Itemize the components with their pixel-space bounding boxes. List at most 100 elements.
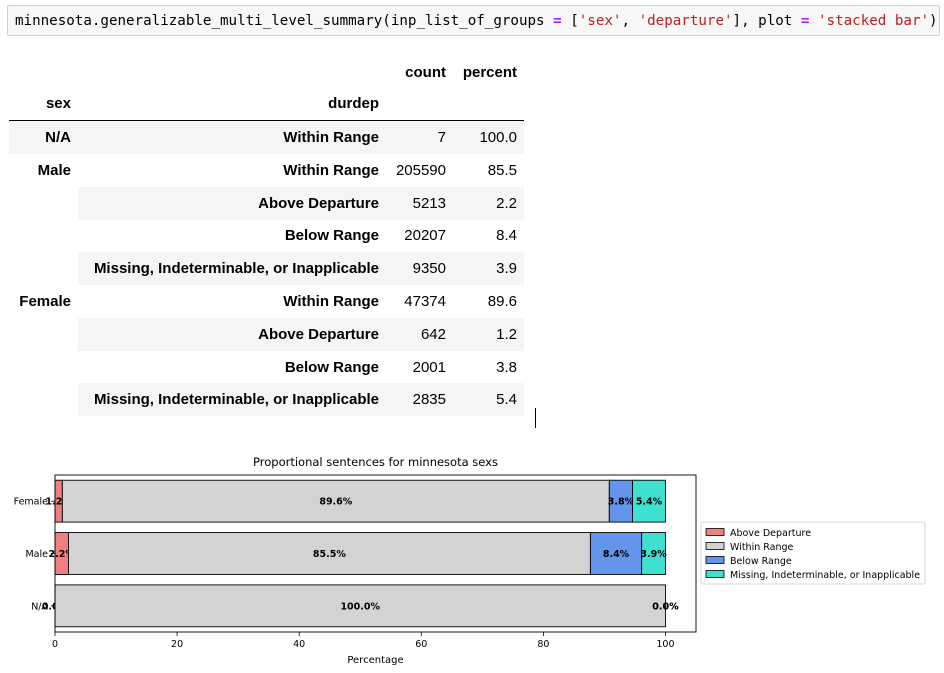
- data-label: 8.4%: [603, 549, 630, 560]
- row-durdep-label: Within Range: [283, 161, 379, 179]
- cell-percent: 8.4: [496, 227, 517, 245]
- header-divider: [9, 120, 524, 121]
- cell-percent: 85.5: [487, 161, 517, 179]
- cell-count: 205590: [395, 161, 446, 179]
- index-header-durdep: durdep: [328, 95, 379, 112]
- table-row: Missing, Indeterminable, or Inapplicable…: [9, 383, 524, 417]
- table-row: Male Within Range 205590 85.5: [9, 154, 524, 187]
- x-tick-label: 0: [52, 639, 58, 650]
- data-label: 0.0%: [652, 601, 679, 612]
- x-tick-label: 100: [656, 639, 674, 650]
- x-tick-label: 60: [415, 639, 427, 650]
- x-axis-label: Percentage: [347, 655, 403, 666]
- table-index-header-row: sex durdep: [9, 87, 524, 120]
- table-row: Above Departure 5213 2.2: [9, 186, 524, 220]
- row-stripe: [9, 121, 524, 154]
- x-tick-label: 40: [293, 639, 305, 650]
- row-stripe: [78, 317, 524, 351]
- bar-segment: [641, 532, 666, 575]
- cell-count: 20207: [404, 227, 446, 245]
- cell-percent: 5.4: [496, 391, 517, 409]
- legend-swatch: [705, 528, 725, 536]
- table-row: Below Range 2001 3.8: [9, 351, 524, 384]
- legend-swatch: [705, 570, 725, 578]
- code-text: ): [929, 13, 938, 29]
- chart-title: Proportional sentences for minnesota sex…: [253, 455, 498, 469]
- cell-count: 5213: [412, 194, 446, 212]
- cell-count: 7: [437, 129, 446, 146]
- data-label: 5.4%: [636, 497, 663, 508]
- data-label: 0.0%: [652, 601, 679, 612]
- code-prefix: minnesota.generalizable_multi_level_summ…: [15, 13, 554, 29]
- text-cursor: [535, 408, 536, 428]
- table-row: Above Departure 642 1.2: [9, 317, 524, 351]
- table-row: Missing, Indeterminable, or Inapplicable…: [9, 252, 524, 286]
- row-stripe: [78, 252, 524, 286]
- data-label: 3.9%: [640, 549, 667, 560]
- cell-count: 9350: [412, 260, 446, 278]
- code-text: [809, 13, 818, 29]
- column-header-percent: percent: [462, 64, 517, 81]
- cell-count: 2001: [412, 358, 446, 376]
- cell-count: 47374: [404, 293, 446, 310]
- code-text: ], plot: [732, 13, 801, 29]
- column-header-count: count: [405, 64, 446, 81]
- table-row: Female Within Range 47374 89.6: [9, 285, 524, 318]
- data-label: 1.2%: [45, 497, 72, 508]
- stacked-bar-chart: Proportional sentences for minnesota sex…: [0, 450, 944, 673]
- row-durdep-label: Above Departure: [258, 194, 379, 212]
- row-sex-label: Male: [37, 161, 71, 179]
- legend-label: Below Range: [730, 556, 792, 567]
- row-durdep-label: Within Range: [283, 293, 379, 310]
- code-line[interactable]: minnesota.generalizable_multi_level_summ…: [15, 13, 938, 29]
- data-label: 3.8%: [608, 497, 635, 508]
- table-header-row: count percent: [9, 56, 524, 89]
- y-tick-label: Male: [25, 549, 48, 560]
- row-durdep-label: Below Range: [284, 227, 379, 245]
- bar-segment: [61, 479, 610, 523]
- row-durdep-label: Below Range: [284, 358, 379, 376]
- code-cell[interactable]: minnesota.generalizable_multi_level_summ…: [7, 5, 940, 36]
- bar-segment: [67, 532, 591, 575]
- legend-swatch: [705, 542, 725, 550]
- legend-label: Above Departure: [730, 528, 811, 539]
- row-stripe: [78, 383, 524, 417]
- index-header-sex: sex: [45, 95, 71, 112]
- cell-percent: 1.2: [496, 325, 517, 343]
- table-row: N/A Within Range 7 100.0: [9, 121, 524, 154]
- legend-label: Missing, Indeterminable, or Inapplicable: [730, 570, 920, 581]
- y-tick-label: N/A: [31, 601, 48, 612]
- bar-segment: [632, 479, 666, 523]
- data-label: 89.6%: [319, 497, 352, 508]
- code-text: ,: [621, 13, 639, 29]
- row-sex-label: Female: [19, 293, 71, 310]
- code-string: 'stacked bar': [817, 13, 930, 29]
- code-string: 'departure': [638, 13, 733, 29]
- cell-percent: 3.9: [496, 260, 517, 278]
- row-sex-label: N/A: [45, 129, 71, 146]
- plot-frame: [54, 474, 697, 633]
- data-label: 2.2%: [49, 549, 76, 560]
- cell-count: 642: [420, 325, 446, 343]
- cell-percent: 2.2: [496, 194, 517, 212]
- legend-box: [700, 521, 926, 585]
- cell-percent: 89.6: [487, 293, 517, 310]
- data-label: 85.5%: [313, 549, 346, 560]
- x-tick-label: 80: [537, 639, 549, 650]
- data-label: 100.0%: [340, 601, 380, 612]
- code-operator: =: [553, 13, 562, 29]
- x-tick-label: 20: [171, 639, 183, 650]
- row-durdep-label: Missing, Indeterminable, or Inapplicable: [93, 391, 379, 409]
- row-durdep-label: Missing, Indeterminable, or Inapplicable: [93, 260, 379, 278]
- legend-swatch: [705, 556, 725, 564]
- cell-percent: 3.8: [496, 358, 517, 376]
- y-tick-label: Female: [14, 497, 49, 508]
- cell-percent: 100.0: [479, 129, 517, 146]
- bar-segment: [589, 532, 643, 575]
- table-row: Below Range 20207 8.4: [9, 219, 524, 252]
- code-operator: =: [800, 13, 810, 29]
- legend-label: Within Range: [730, 542, 794, 553]
- row-stripe: [78, 186, 524, 220]
- code-text: [: [561, 13, 579, 29]
- chart-svg: Proportional sentences for minnesota sex…: [14, 455, 926, 666]
